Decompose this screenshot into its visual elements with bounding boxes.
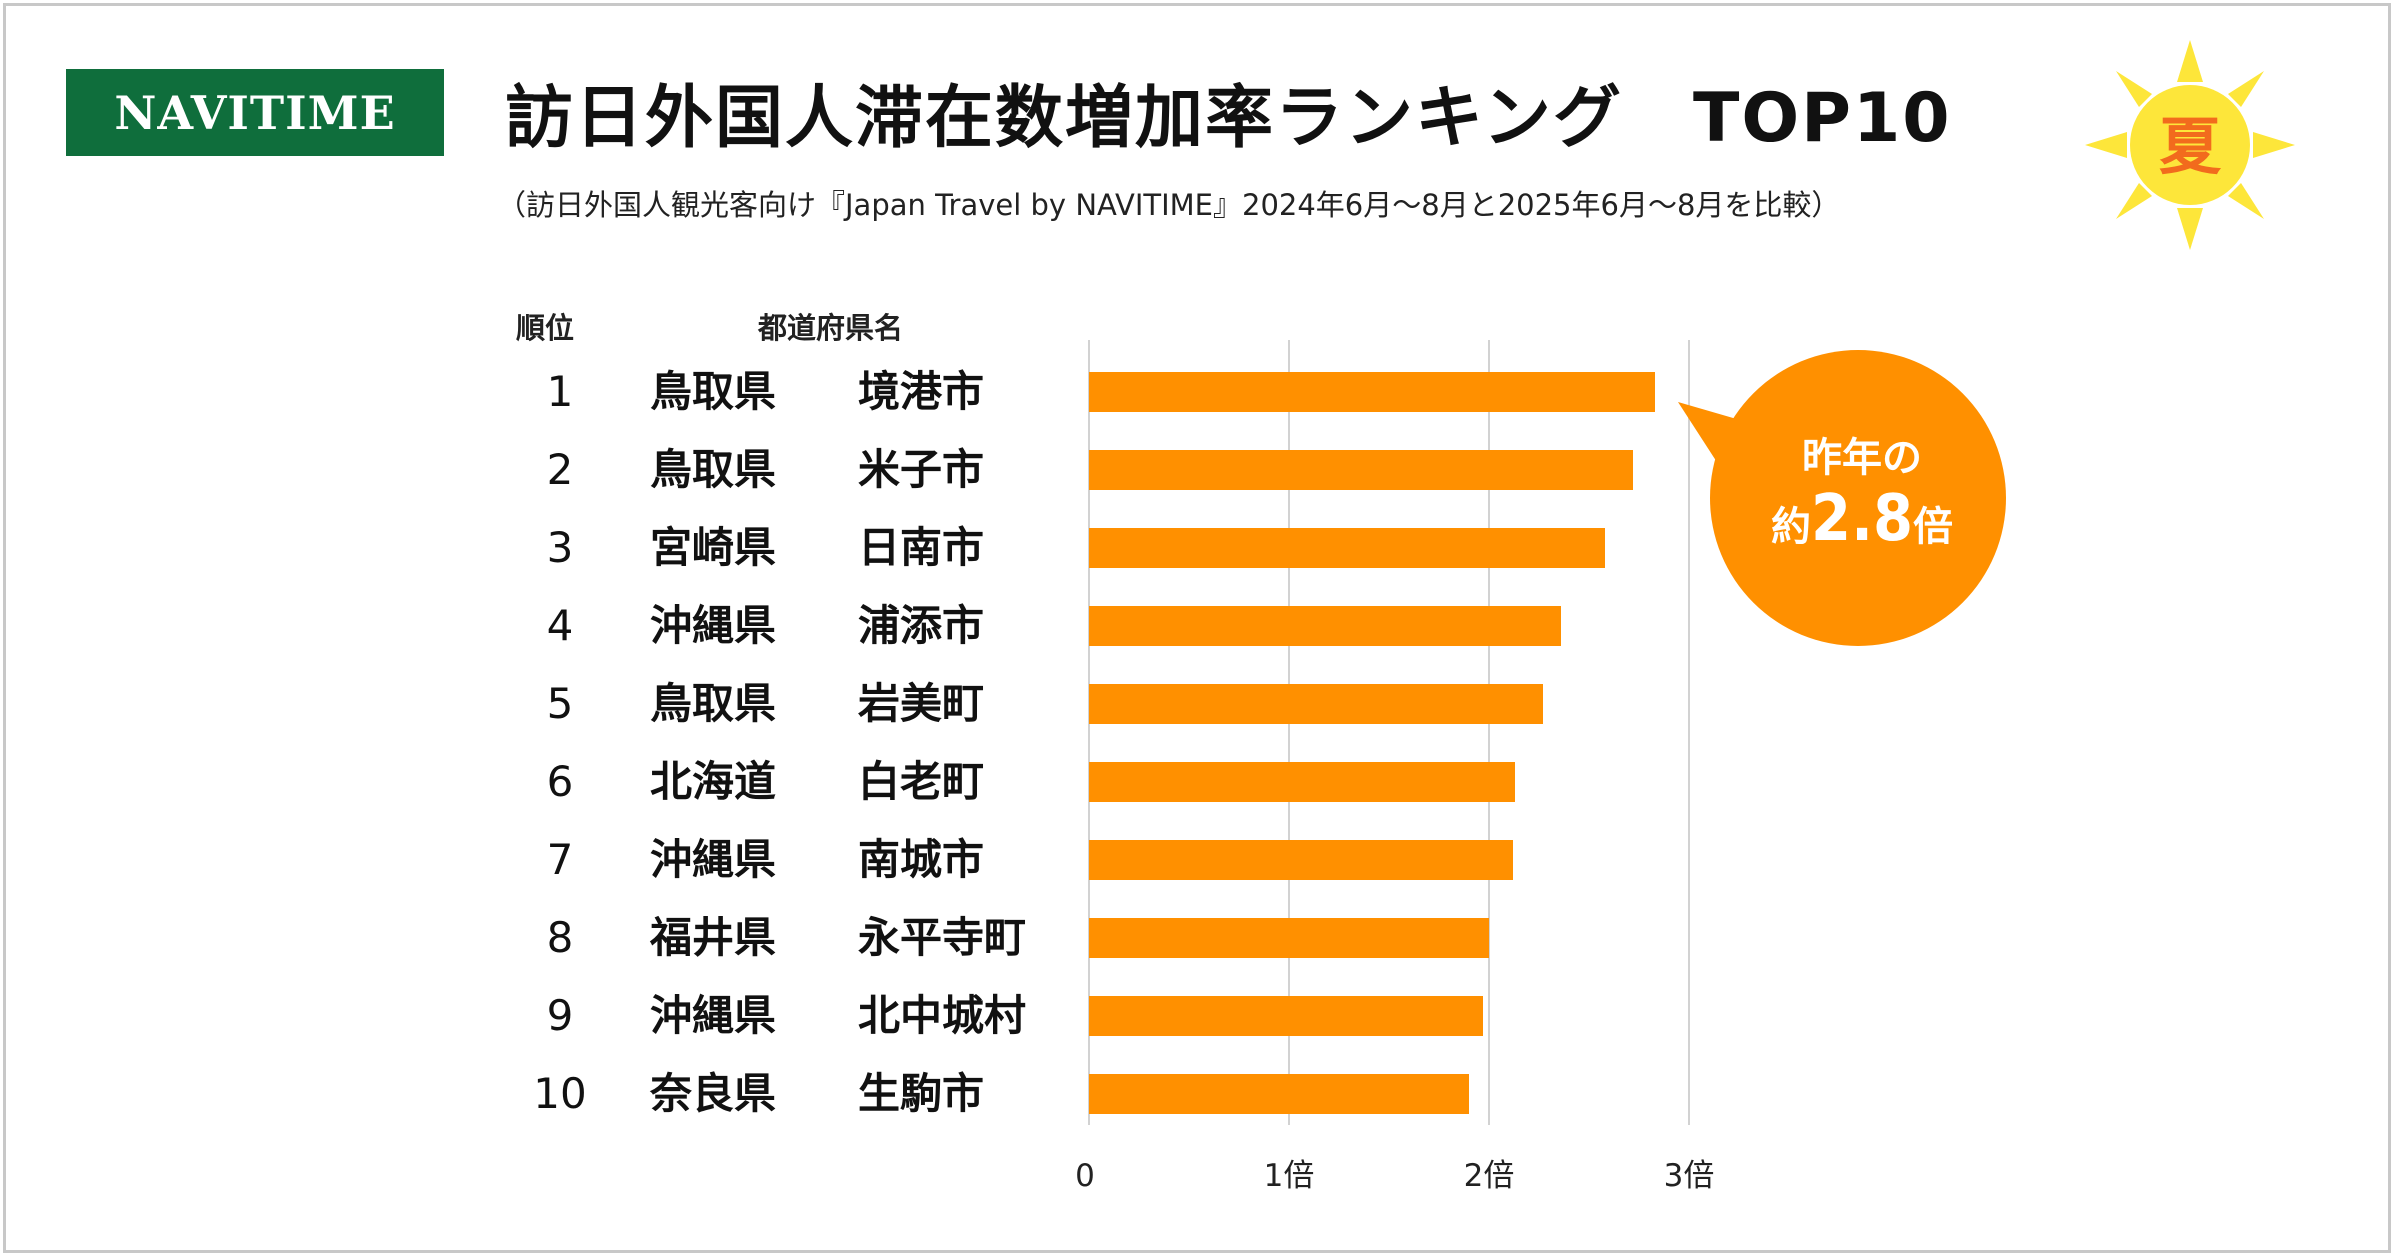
prefecture-label: 鳥取県 [650, 679, 777, 728]
callout-suffix: 倍 [1913, 504, 1953, 550]
x-tick-label: 0 [1075, 1158, 1095, 1194]
prefecture-label: 鳥取県 [650, 445, 777, 494]
prefecture-label: 北海道 [650, 757, 777, 806]
callout-bubble [1710, 350, 2006, 646]
prefecture-label: 沖縄県 [650, 991, 777, 1040]
bar-rank-1 [1089, 372, 1655, 412]
prefecture-label: 沖縄県 [650, 835, 777, 884]
rank-label: 3 [546, 523, 574, 572]
rank-label: 8 [546, 913, 574, 962]
city-label: 岩美町 [858, 679, 985, 728]
page-title: 訪日外国人滞在数増加率ランキング TOP10 [505, 79, 1952, 158]
prefecture-label: 鳥取県 [650, 367, 777, 416]
bar-rank-5 [1089, 684, 1543, 724]
bar-rank-10 [1089, 1074, 1469, 1114]
rank-label: 7 [546, 835, 574, 884]
prefecture-city-header: 都道府県名 [758, 311, 904, 345]
bar-rank-8 [1089, 918, 1489, 958]
x-tick-label: 2倍 [1464, 1158, 1515, 1194]
callout-text: 昨年の 約2.8倍 [1712, 432, 2012, 562]
rank-label: 9 [546, 991, 574, 1040]
rank-header: 順位 [516, 311, 575, 345]
prefecture-label: 沖縄県 [650, 601, 777, 650]
prefecture-label: 宮崎県 [650, 523, 777, 572]
rank-label: 5 [546, 679, 574, 728]
rank-label: 4 [546, 601, 574, 650]
rank-label: 2 [546, 445, 574, 494]
bar-rank-6 [1089, 762, 1515, 802]
callout-line1: 昨年の [1802, 435, 1922, 481]
season-badge-text: 夏 [2159, 110, 2222, 183]
city-label: 米子市 [858, 445, 985, 494]
city-label: 南城市 [858, 835, 985, 884]
rank-label: 6 [546, 757, 574, 806]
city-label: 日南市 [858, 523, 985, 572]
outer-frame [3, 3, 2391, 1253]
rank-label: 1 [546, 367, 574, 416]
sun-icon: 夏 [2085, 40, 2295, 250]
callout-prefix: 約 [1771, 504, 1811, 550]
city-label: 浦添市 [858, 601, 985, 650]
bar-rank-7 [1089, 840, 1513, 880]
city-label: 北中城村 [858, 991, 1027, 1040]
x-tick-label: 1倍 [1264, 1158, 1315, 1194]
callout-value: 2.8 [1811, 482, 1913, 556]
prefecture-label: 福井県 [650, 913, 777, 962]
x-tick-label: 3倍 [1664, 1158, 1715, 1194]
city-label: 白老町 [858, 757, 985, 806]
prefecture-label: 奈良県 [650, 1069, 777, 1118]
rank-label: 10 [533, 1069, 587, 1118]
bar-rank-3 [1089, 528, 1605, 568]
bar-rank-9 [1089, 996, 1483, 1036]
bar-rank-4 [1089, 606, 1561, 646]
city-label: 生駒市 [858, 1069, 985, 1118]
bar-rank-2 [1089, 450, 1633, 490]
callout-line2: 約2.8倍 [1712, 484, 2012, 562]
city-label: 永平寺町 [858, 913, 1027, 962]
page-subtitle: （訪日外国人観光客向け『Japan Travel by NAVITIME』202… [497, 188, 1841, 222]
city-label: 境港市 [858, 367, 985, 416]
navitime-logo: NAVITIME [66, 69, 444, 156]
